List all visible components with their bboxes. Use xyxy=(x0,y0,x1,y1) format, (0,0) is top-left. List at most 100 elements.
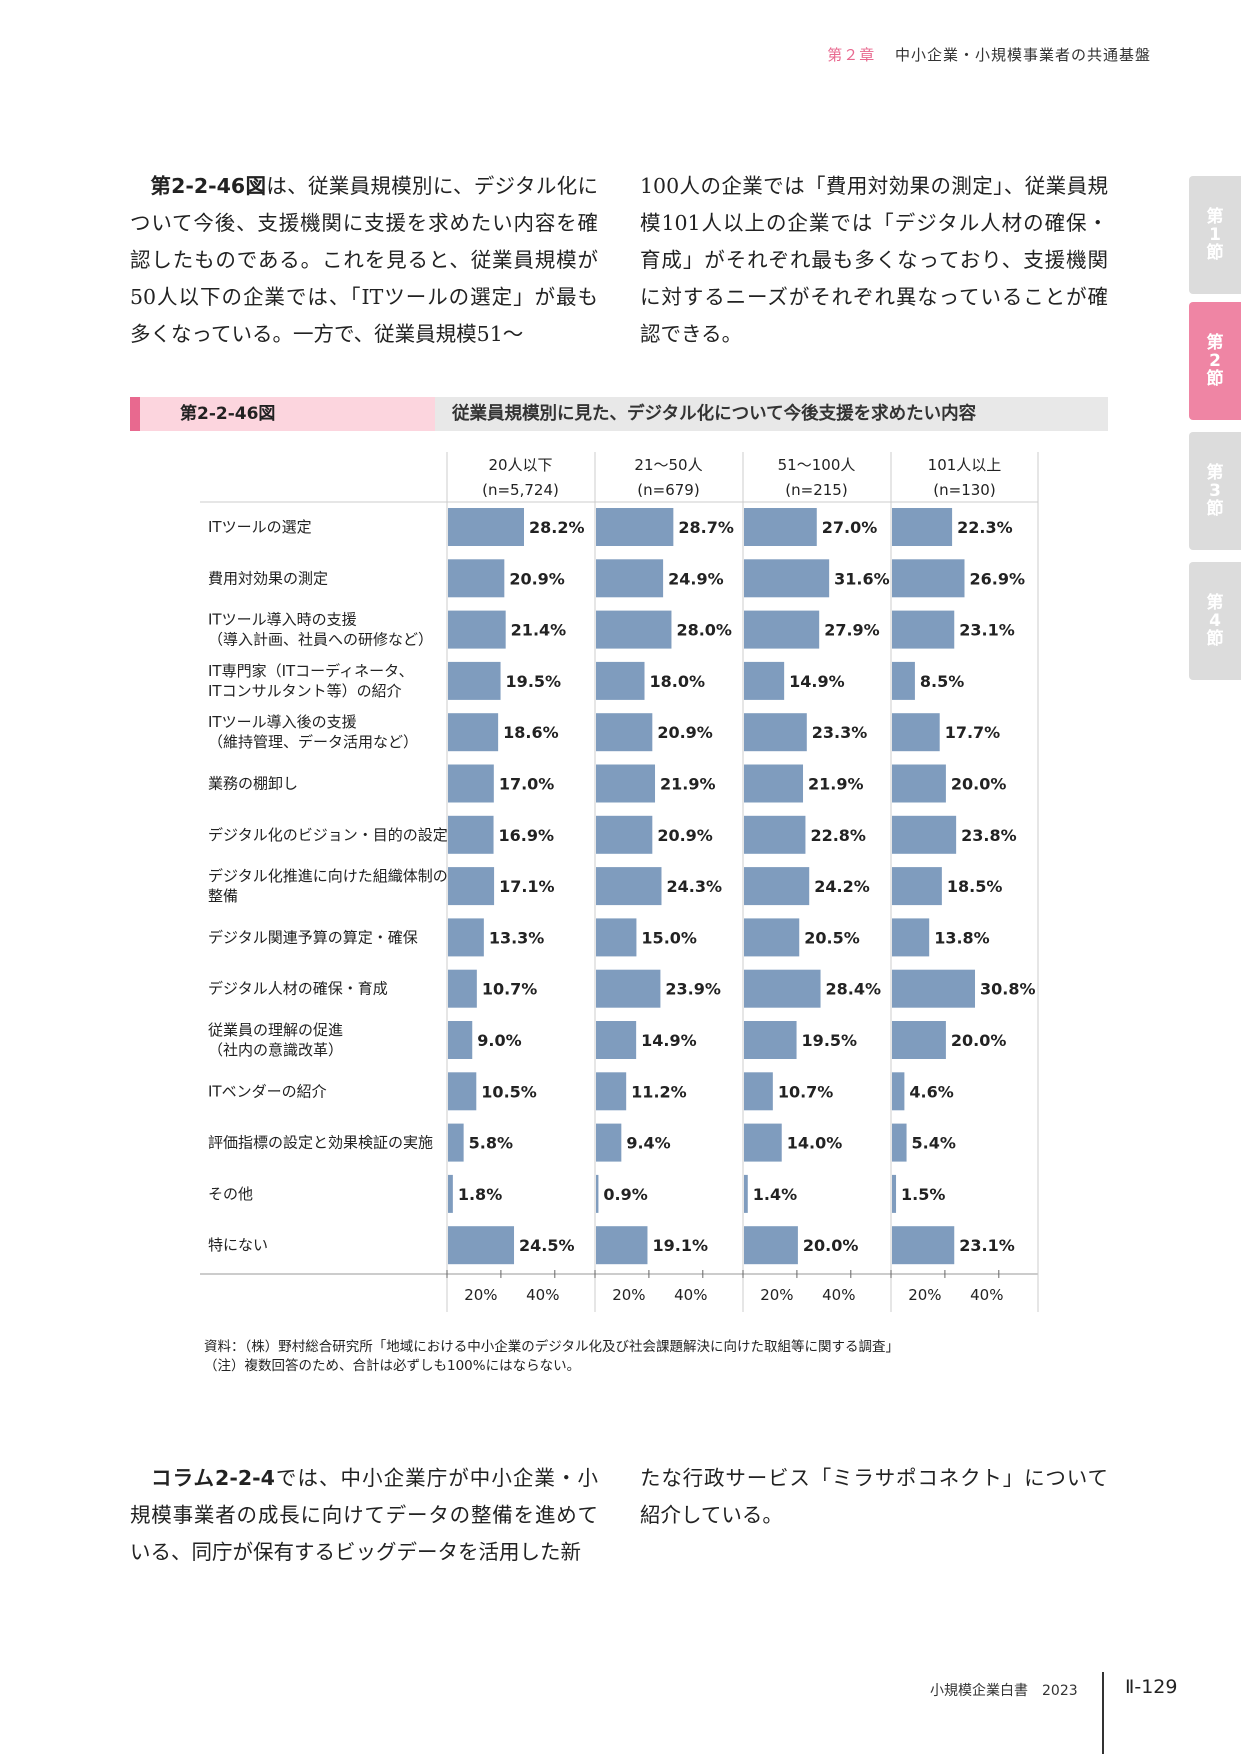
bar xyxy=(892,610,955,649)
data-label: 18.6% xyxy=(503,723,559,742)
category-label: （導入計画、社員への研修など） xyxy=(208,631,433,649)
bar xyxy=(448,1226,515,1265)
category-label: 評価指標の設定と効果検証の実施 xyxy=(208,1134,433,1152)
category-label: （社内の意識改革） xyxy=(208,1041,343,1059)
section-tab-1[interactable]: 第 1 節 xyxy=(1189,176,1241,294)
bar xyxy=(448,918,484,957)
category-label: デジタル人材の確保・育成 xyxy=(208,980,388,998)
bar xyxy=(892,1072,905,1111)
data-label: 23.1% xyxy=(959,1236,1015,1255)
bar xyxy=(744,1123,782,1162)
data-label: 26.9% xyxy=(969,569,1025,588)
data-label: 20.9% xyxy=(657,723,713,742)
data-label: 0.9% xyxy=(603,1185,647,1204)
x-tick-label: 40% xyxy=(970,1286,1003,1304)
bar xyxy=(892,713,940,752)
data-label: 28.2% xyxy=(529,518,585,537)
figure-notes: 資料：（株）野村総合研究所「地域における中小企業のデジタル化及び社会課題解決に向… xyxy=(204,1338,899,1376)
data-label: 31.6% xyxy=(834,569,890,588)
bar xyxy=(596,713,653,752)
data-label: 16.9% xyxy=(499,826,555,845)
section-tab-2[interactable]: 第 2 節 xyxy=(1189,302,1241,420)
bar xyxy=(596,1226,648,1265)
data-label: 23.9% xyxy=(665,980,721,999)
bar xyxy=(596,1021,637,1059)
bar xyxy=(448,559,505,598)
bar xyxy=(744,661,785,700)
x-tick-label: 20% xyxy=(464,1286,497,1304)
data-label: 24.2% xyxy=(814,877,870,896)
bar xyxy=(596,969,661,1008)
category-label: ITツール導入後の支援 xyxy=(208,713,357,731)
category-label: （維持管理、データ活用など） xyxy=(208,733,418,751)
data-label: 10.7% xyxy=(482,980,538,999)
data-label: 24.9% xyxy=(668,569,724,588)
bar xyxy=(596,918,637,957)
data-label: 9.0% xyxy=(477,1031,521,1050)
category-label: デジタル化推進に向けた組織体制の xyxy=(208,867,448,885)
bar xyxy=(448,1072,477,1111)
data-label: 21.9% xyxy=(808,775,864,794)
bar xyxy=(448,815,494,854)
bar xyxy=(892,508,953,546)
data-label: 1.4% xyxy=(753,1185,797,1204)
footnote: （注）複数回答のため、合計は必ずしも100%にはならない。 xyxy=(204,1358,581,1374)
figure-title-accent xyxy=(130,397,140,431)
bar xyxy=(744,1072,773,1111)
bar xyxy=(892,1021,946,1059)
category-label: その他 xyxy=(208,1185,253,1203)
category-label: 整備 xyxy=(208,887,238,905)
data-label: 14.0% xyxy=(787,1134,843,1153)
bar xyxy=(744,969,821,1008)
bar xyxy=(744,610,820,649)
series-name-label: 51〜100人 xyxy=(778,456,856,474)
series-name-label: 20人以下 xyxy=(488,456,552,474)
x-tick-label: 40% xyxy=(526,1286,559,1304)
bar xyxy=(744,1226,798,1265)
category-label: 業務の棚卸し xyxy=(208,775,298,793)
data-label: 18.5% xyxy=(947,877,1003,896)
outro-left-paragraph: コラム2-2-4では、中小企業庁が中小企業・小規模事業者の成長に向けてデータの整… xyxy=(130,1466,599,1564)
series-name-label: 101人以上 xyxy=(928,456,1002,474)
intro-right-paragraph: 100人の企業では「費用対効果の測定」、従業員規模101人以上の企業では「デジタ… xyxy=(640,174,1108,346)
data-label: 22.3% xyxy=(957,518,1013,537)
bar xyxy=(448,969,477,1008)
chapter-label: 第２章 xyxy=(827,46,876,64)
data-label: 21.9% xyxy=(660,775,716,794)
category-label: 費用対効果の測定 xyxy=(208,569,328,587)
section-tab-4[interactable]: 第 4 節 xyxy=(1189,562,1241,680)
data-label: 1.5% xyxy=(901,1185,945,1204)
bar xyxy=(744,713,807,752)
data-label: 20.0% xyxy=(951,775,1007,794)
source-note: 資料：（株）野村総合研究所「地域における中小企業のデジタル化及び社会課題解決に向… xyxy=(204,1339,899,1355)
figure-number: 第2-2-46図 xyxy=(140,397,435,431)
data-label: 14.9% xyxy=(789,672,845,691)
data-label: 23.8% xyxy=(961,826,1017,845)
bar xyxy=(448,508,524,546)
bar xyxy=(448,867,495,906)
section-tab-3[interactable]: 第 3 節 xyxy=(1189,432,1241,550)
bar xyxy=(892,661,915,700)
data-label: 22.8% xyxy=(810,826,866,845)
data-label: 1.8% xyxy=(458,1185,502,1204)
chapter-title: 中小企業・小規模事業者の共通基盤 xyxy=(894,46,1151,64)
data-label: 21.4% xyxy=(511,621,567,640)
bar xyxy=(448,661,501,700)
data-label: 24.5% xyxy=(519,1236,575,1255)
book-title: 小規模企業白書 2023 xyxy=(930,1683,1078,1699)
series-n-label: (n=130) xyxy=(933,481,995,499)
category-label: デジタル関連予算の算定・確保 xyxy=(208,928,418,946)
bar xyxy=(892,867,942,906)
outro-right-paragraph: たな行政サービス「ミラサポコネクト」について紹介している。 xyxy=(640,1466,1108,1527)
bar xyxy=(596,1174,599,1213)
x-tick-label: 20% xyxy=(908,1286,941,1304)
data-label: 24.3% xyxy=(666,877,722,896)
category-label: デジタル化のビジョン・目的の設定 xyxy=(208,826,448,844)
data-label: 17.0% xyxy=(499,775,555,794)
data-label: 13.3% xyxy=(489,928,545,947)
data-label: 19.1% xyxy=(652,1236,708,1255)
data-label: 20.0% xyxy=(803,1236,859,1255)
data-label: 18.0% xyxy=(650,672,706,691)
bar xyxy=(596,815,653,854)
